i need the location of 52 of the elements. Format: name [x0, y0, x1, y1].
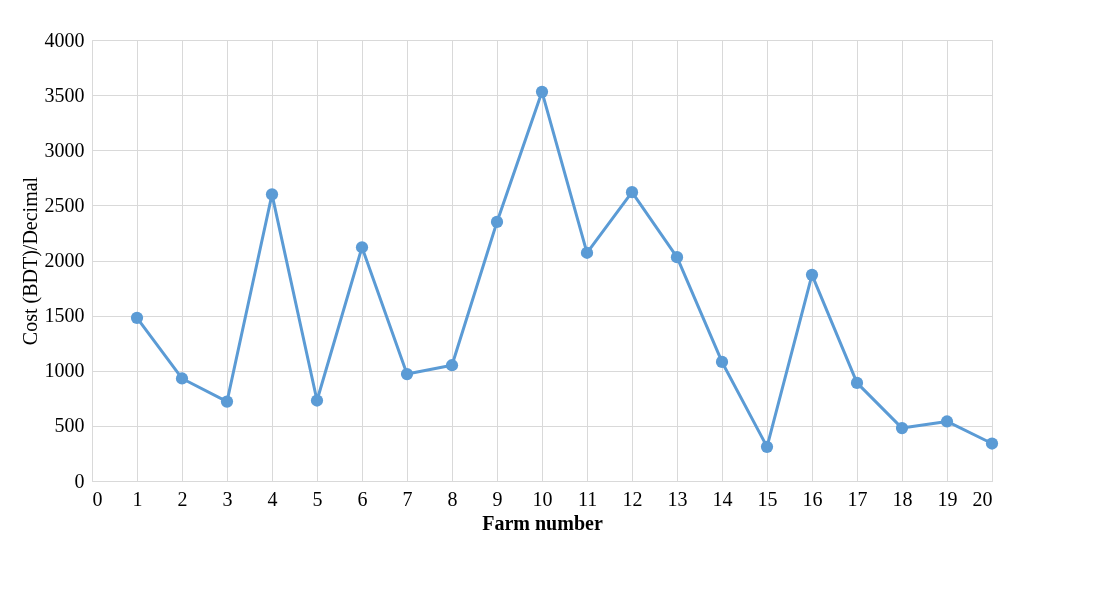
x-tick-label: 13: [667, 487, 688, 510]
x-axis-title: Farm number: [482, 511, 603, 534]
point: [220, 395, 234, 408]
x-tick-label: 15: [757, 487, 778, 510]
point: [310, 394, 324, 407]
x-tick-label: 6: [357, 487, 368, 510]
y-tick-label: 2500: [44, 193, 85, 216]
y-tick-label: 1500: [44, 304, 85, 327]
x-tick-label: 5: [312, 487, 323, 510]
point: [580, 246, 594, 259]
y-tick-label: 1000: [44, 359, 85, 382]
x-tick-label: 16: [802, 487, 823, 510]
point: [670, 251, 684, 264]
x-tick-label: 2: [177, 487, 188, 510]
x-tick-label: 1: [132, 487, 143, 510]
x-tick-label: 18: [892, 487, 913, 510]
x-tick-label: 3: [222, 487, 233, 510]
point: [715, 355, 729, 369]
point: [625, 186, 639, 199]
point: [985, 437, 999, 450]
y-tick-label: 4000: [44, 28, 85, 51]
point: [535, 85, 549, 98]
x-tick-label: 7: [402, 487, 413, 510]
x-tick-label: 12: [622, 487, 643, 510]
x-tick-label: 8: [447, 487, 458, 510]
point: [760, 440, 774, 453]
y-tick-label: 2000: [44, 249, 85, 271]
x-tick-label: 14: [712, 487, 733, 510]
y-tick-label: 3500: [44, 83, 85, 106]
point: [265, 188, 279, 201]
x-tick-label: 11: [577, 487, 598, 510]
point: [175, 372, 189, 385]
point: [490, 215, 504, 229]
point: [400, 367, 414, 381]
point: [355, 241, 369, 254]
point: [445, 359, 459, 372]
y-tick-label: 500: [54, 414, 85, 437]
x-tick-label: 9: [492, 487, 503, 510]
point: [940, 415, 954, 428]
y-axis-title: Cost (BDT)/Decimal: [18, 176, 42, 346]
point: [805, 268, 819, 281]
x-tick-label: 20: [972, 487, 993, 510]
y-tick-label: 3000: [44, 138, 85, 161]
x-tick-label: 10: [532, 487, 553, 510]
y-tick-label: 0: [74, 469, 85, 492]
point: [895, 421, 909, 435]
point: [850, 376, 864, 389]
x-tick-label: 4: [267, 487, 278, 510]
point: [130, 311, 144, 324]
x-tick-label: 0: [92, 487, 103, 510]
x-tick-label: 17: [847, 487, 868, 510]
x-tick-label: 19: [937, 487, 958, 510]
